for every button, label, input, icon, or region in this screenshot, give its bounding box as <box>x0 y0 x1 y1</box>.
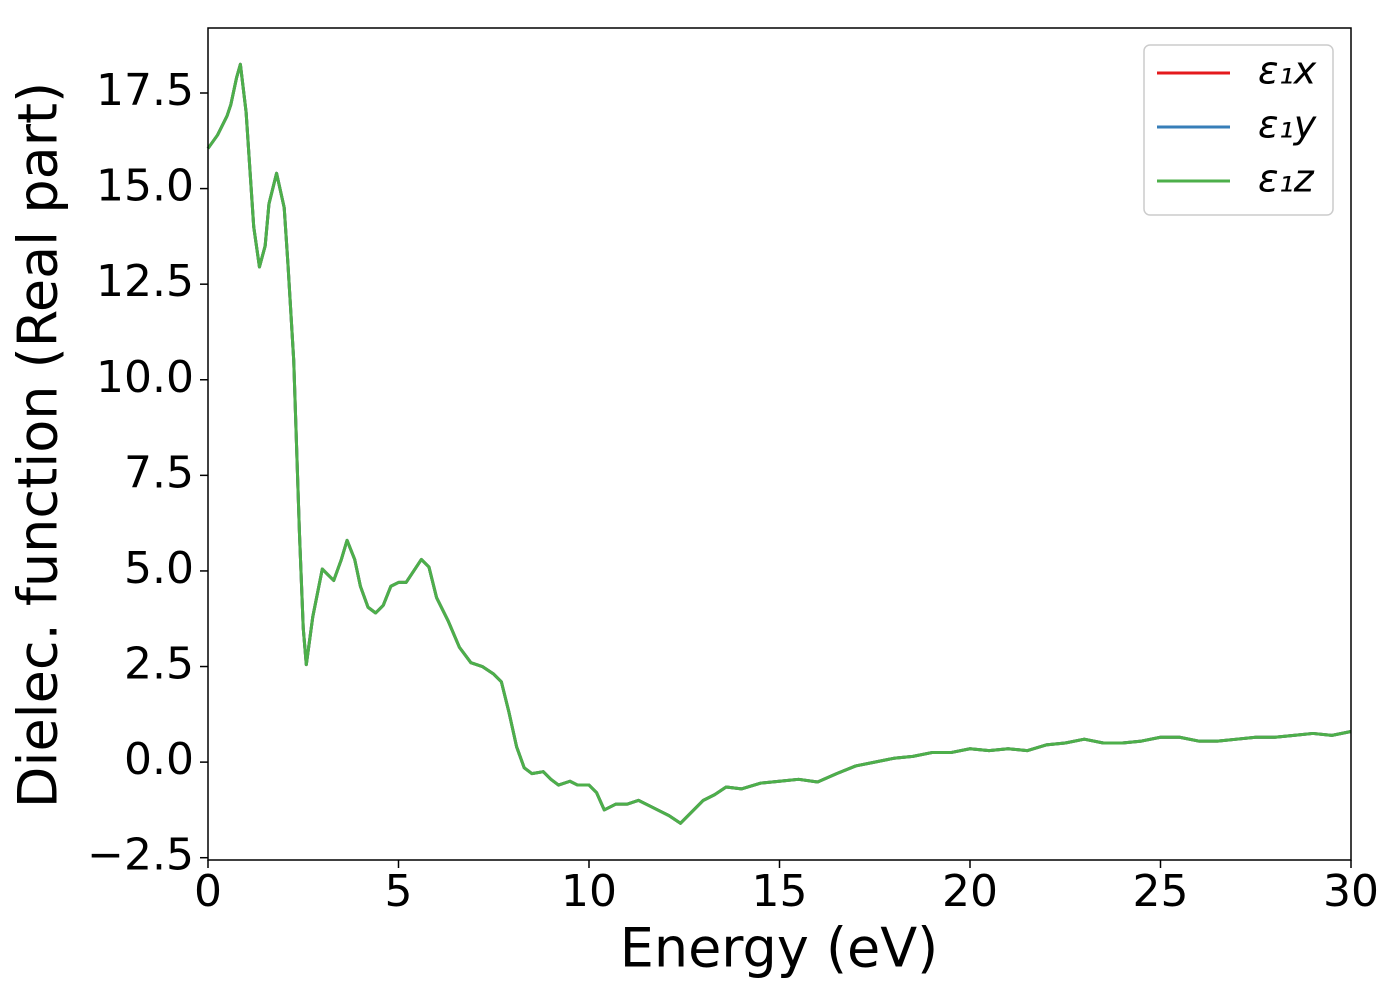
y-axis-title: Dielec. function (Real part) <box>7 82 70 808</box>
x-tick-label: 25 <box>1133 866 1189 917</box>
y-tick-label: 17.5 <box>96 65 194 116</box>
y-tick-label: 12.5 <box>96 256 194 307</box>
x-tick-label: 5 <box>385 866 413 917</box>
y-tick-label: 0.0 <box>124 734 194 785</box>
y-tick-label: 5.0 <box>124 543 194 594</box>
legend-label: ε₁y <box>1258 103 1317 147</box>
legend-label: ε₁x <box>1258 49 1317 93</box>
y-tick-label: −2.5 <box>87 830 194 881</box>
y-tick-label: 15.0 <box>96 161 194 212</box>
x-axis-title: Energy (eV) <box>620 917 939 980</box>
x-tick-label: 20 <box>942 866 998 917</box>
y-tick-label: 7.5 <box>124 447 194 498</box>
y-tick-label: 10.0 <box>96 352 194 403</box>
legend-label: ε₁z <box>1258 157 1315 201</box>
x-tick-label: 15 <box>752 866 808 917</box>
line-series <box>206 62 1352 825</box>
plot-frame <box>207 27 1352 861</box>
x-tick-label: 0 <box>194 866 222 917</box>
legend-box <box>1143 44 1334 216</box>
y-tick-label: 2.5 <box>124 639 194 690</box>
x-tick-label: 10 <box>561 866 617 917</box>
x-tick-label: 30 <box>1323 866 1379 917</box>
